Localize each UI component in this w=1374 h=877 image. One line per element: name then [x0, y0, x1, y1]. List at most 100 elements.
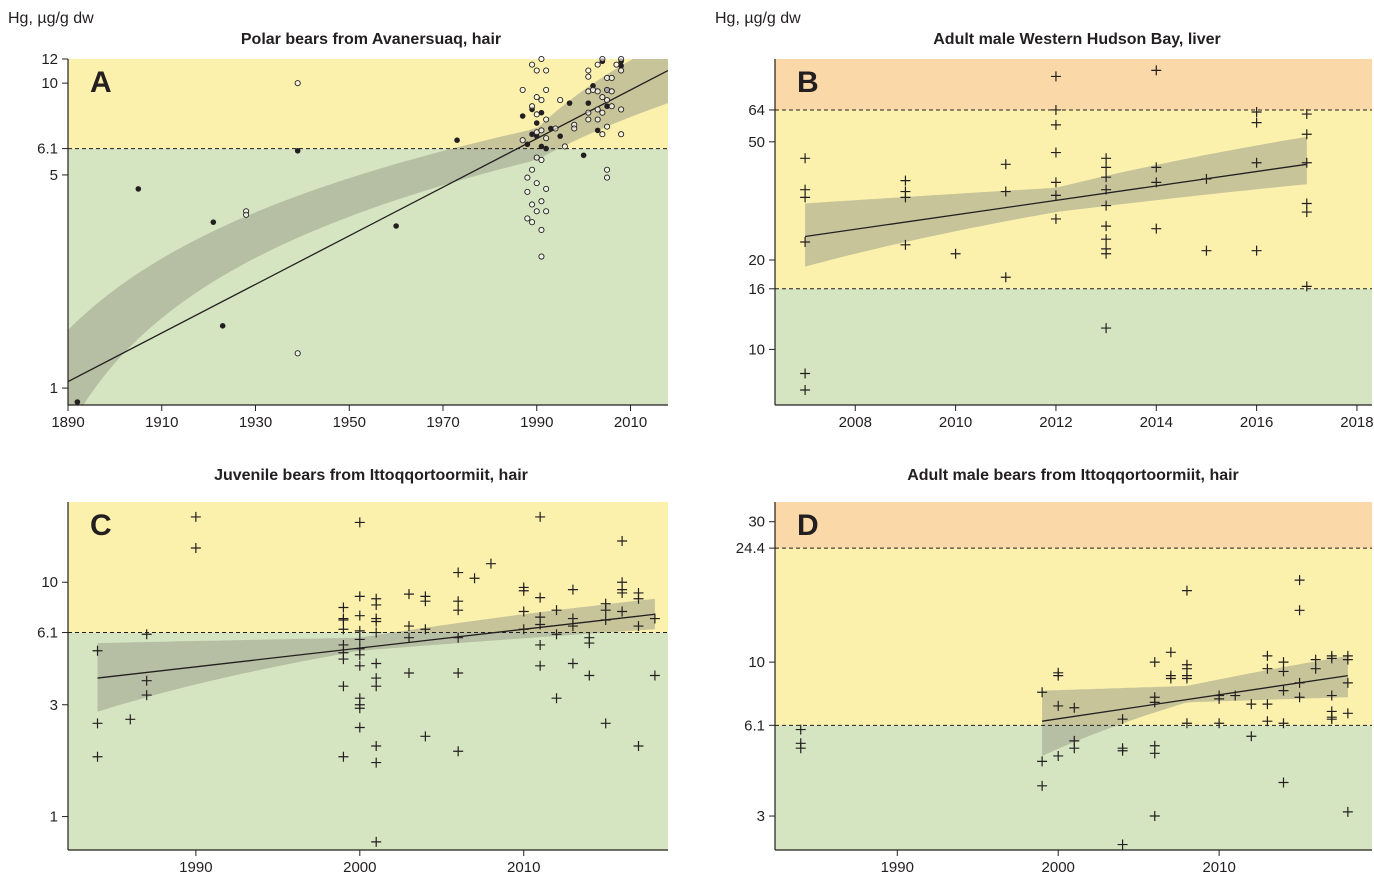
panel-a-x-tick-label: 1930	[239, 414, 272, 431]
panel-a-data-point-open	[529, 103, 536, 110]
panel-c-data-point	[551, 605, 562, 616]
panel-a-data-point-open	[543, 135, 550, 142]
panel-d-data-point	[1294, 575, 1305, 586]
panel-a-data-point-open	[552, 125, 559, 132]
panel-c-data-point	[403, 589, 414, 600]
panel-d-data-point	[1165, 673, 1176, 684]
panel-a-data-point-open	[585, 67, 592, 74]
panel-a-data-point-filled	[548, 125, 554, 132]
panel-d-data-point	[1165, 647, 1176, 658]
panel-d-data-point	[1181, 585, 1192, 596]
panel-b-data-point	[1301, 207, 1312, 218]
panel-d-data-point	[1181, 673, 1192, 684]
panel-b-zone-orange	[775, 59, 1372, 110]
panel-a-data-point-open	[618, 131, 625, 138]
panel-a-plot: 1 5 6.1 10 12 1890 1910 1930 1950 1970 1990 2010 A	[37, 51, 668, 431]
panel-c-data-point	[371, 599, 382, 610]
panel-c-data-point	[518, 606, 529, 617]
panel-d-data-point	[1326, 714, 1337, 725]
panel-b-data-point	[1101, 234, 1112, 245]
panel-c-data-point	[649, 613, 660, 624]
panel-c-data-point	[371, 658, 382, 669]
panel-a-data-point-open	[585, 73, 592, 80]
panel-b-data-point	[800, 153, 811, 164]
panel-d-data-point	[1342, 677, 1353, 688]
panel-a-data-point-filled	[135, 186, 142, 192]
panel-d-data-point	[1262, 650, 1273, 661]
panel-c-data-point	[354, 610, 365, 621]
panel-b-data-point	[1050, 147, 1061, 158]
panel-a-data-point-open	[613, 61, 620, 68]
panel-d-data-point	[1069, 702, 1080, 713]
panel-d-data-point	[1149, 748, 1160, 759]
panel-c-letter: C	[90, 509, 112, 542]
panel-a-data-point-filled	[594, 127, 601, 134]
panel-c-data-point	[551, 629, 562, 640]
panel-a-data-point-open	[543, 67, 550, 74]
panel-c-data-point	[551, 693, 562, 704]
panel-b-data-point	[1301, 157, 1312, 168]
panel-c-x-tick-label: 1990	[179, 859, 212, 876]
panel-d-data-point	[1117, 714, 1128, 725]
panel-b-data-point	[1301, 198, 1312, 209]
panel-a-data-point-open	[538, 127, 545, 134]
panel-c-confidence-band	[97, 598, 655, 712]
panel-a-data-point-open	[604, 174, 611, 181]
panel-c-data-point	[371, 757, 382, 768]
panel-c-data-point	[338, 615, 349, 626]
panel-d-data-point	[1117, 745, 1128, 756]
panel-c-data-point	[403, 632, 414, 643]
panel-c-data-point	[190, 511, 201, 522]
panel-d-title: Adult male bears from Ittoqqortoormiit, …	[907, 467, 1239, 484]
panel-c-data-point	[535, 660, 546, 671]
panel-a-title: Polar bears from Avanersuaq, hair	[241, 31, 501, 48]
panel-b-data-point	[1050, 119, 1061, 130]
panel-c-y-tick-label: 6.1	[37, 625, 58, 642]
panel-c-data-point	[453, 667, 464, 678]
panel-b-data-point	[1251, 157, 1262, 168]
panel-b-data-point	[800, 385, 811, 396]
panel-c-data-point	[535, 639, 546, 650]
panel-c-data-point	[354, 703, 365, 714]
panel-c-data-point	[535, 592, 546, 603]
panel-d-data-point	[1149, 811, 1160, 822]
panel-b-y-tick-label: 10	[748, 341, 765, 358]
panel-c-data-point	[338, 751, 349, 762]
panel-a-y-tick-label: 5	[50, 167, 58, 184]
panel-d-data-point	[1342, 654, 1353, 665]
panel-b-y-tick-label: 50	[748, 134, 765, 151]
panel-d-zone-green	[775, 725, 1372, 850]
panel-c-data-point	[141, 675, 152, 686]
panel-a-data-point-filled	[533, 120, 540, 126]
panel-c-y-tick-label: 1	[50, 809, 58, 826]
panel-d-data-point	[1262, 663, 1273, 674]
panel-a-data-point-open	[533, 67, 540, 74]
panel-a-data-point-open	[538, 198, 545, 205]
panel-d-zone-orange	[775, 502, 1372, 549]
panel-a-data-point-filled	[585, 100, 592, 106]
panel-a-data-point-filled	[454, 137, 460, 143]
panel-c-title: Juvenile bears from Ittoqqortoormiit, ha…	[214, 467, 528, 484]
panel-a-data-point-open	[538, 156, 545, 163]
panel-a-data-point-open	[594, 106, 601, 113]
panel-b-x-tick-label: 2008	[839, 414, 872, 431]
panel-a-x-tick-label: 2010	[614, 414, 647, 431]
panel-c-data-point	[518, 585, 529, 596]
panel-c-data-point	[633, 593, 644, 604]
panel-d-data-point	[1342, 806, 1353, 817]
panel-c-data-point	[354, 517, 365, 528]
panel-c-data-point	[649, 670, 660, 681]
panel-b-data-point	[800, 368, 811, 379]
panel-a-data-point-open	[294, 350, 301, 357]
panel-d-data-point	[1278, 666, 1289, 677]
panel-a-data-point-filled	[538, 109, 545, 116]
panel-a-data-point-filled	[538, 143, 545, 150]
panel-a-data-point-open	[604, 123, 611, 130]
panel-a-data-point-open	[529, 219, 536, 226]
panel-a-y-tick-label: 1	[50, 380, 58, 397]
panel-a-data-point-open	[524, 174, 531, 181]
panel-a-data-point-open	[294, 80, 301, 87]
panel-d-plot: 3 6.1 10 24.4 30 1990 2000 2010 D	[736, 502, 1372, 876]
panel-b-data-point	[1251, 117, 1262, 128]
panel-c-data-point	[371, 836, 382, 847]
